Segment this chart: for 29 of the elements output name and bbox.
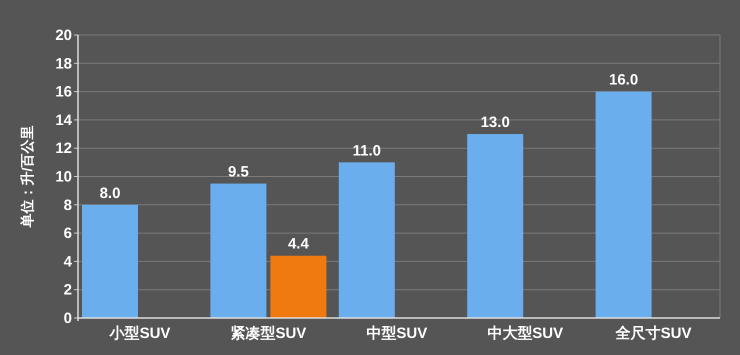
data-label: 13.0 [480, 114, 510, 132]
data-label: 8.0 [100, 184, 120, 202]
data-label: 16.0 [609, 72, 638, 89]
x-tick-label: 全尺寸SUV [614, 325, 692, 342]
x-tick-label: 中型SUV [366, 325, 428, 342]
y-tick-label: 12 [55, 140, 72, 158]
y-tick-label: 4 [64, 253, 73, 270]
y-tick-label: 14 [55, 112, 73, 129]
data-label: 11.0 [352, 142, 381, 160]
y-tick-label: 2 [64, 282, 72, 299]
x-tick-label: 小型SUV [108, 325, 170, 342]
bar [338, 162, 395, 318]
y-tick-label: 8 [64, 196, 72, 214]
y-tick-label: 0 [64, 310, 72, 327]
y-axis-title: 单位：升/百公里 [19, 126, 35, 228]
data-label: 4.4 [288, 236, 310, 253]
x-tick-label: 中大型SUV [487, 325, 564, 342]
bar [596, 92, 652, 318]
y-tick-label: 10 [55, 168, 72, 186]
bar [210, 184, 266, 318]
y-tick-label: 18 [55, 55, 72, 72]
y-tick-label: 16 [55, 84, 72, 101]
bar [270, 256, 326, 318]
bar [82, 204, 138, 318]
bar [467, 134, 524, 318]
x-tick-label: 紧凑型SUV [230, 325, 306, 342]
y-tick-label: 20 [55, 27, 72, 44]
y-tick-label: 6 [64, 225, 72, 242]
data-label: 9.5 [228, 164, 249, 181]
